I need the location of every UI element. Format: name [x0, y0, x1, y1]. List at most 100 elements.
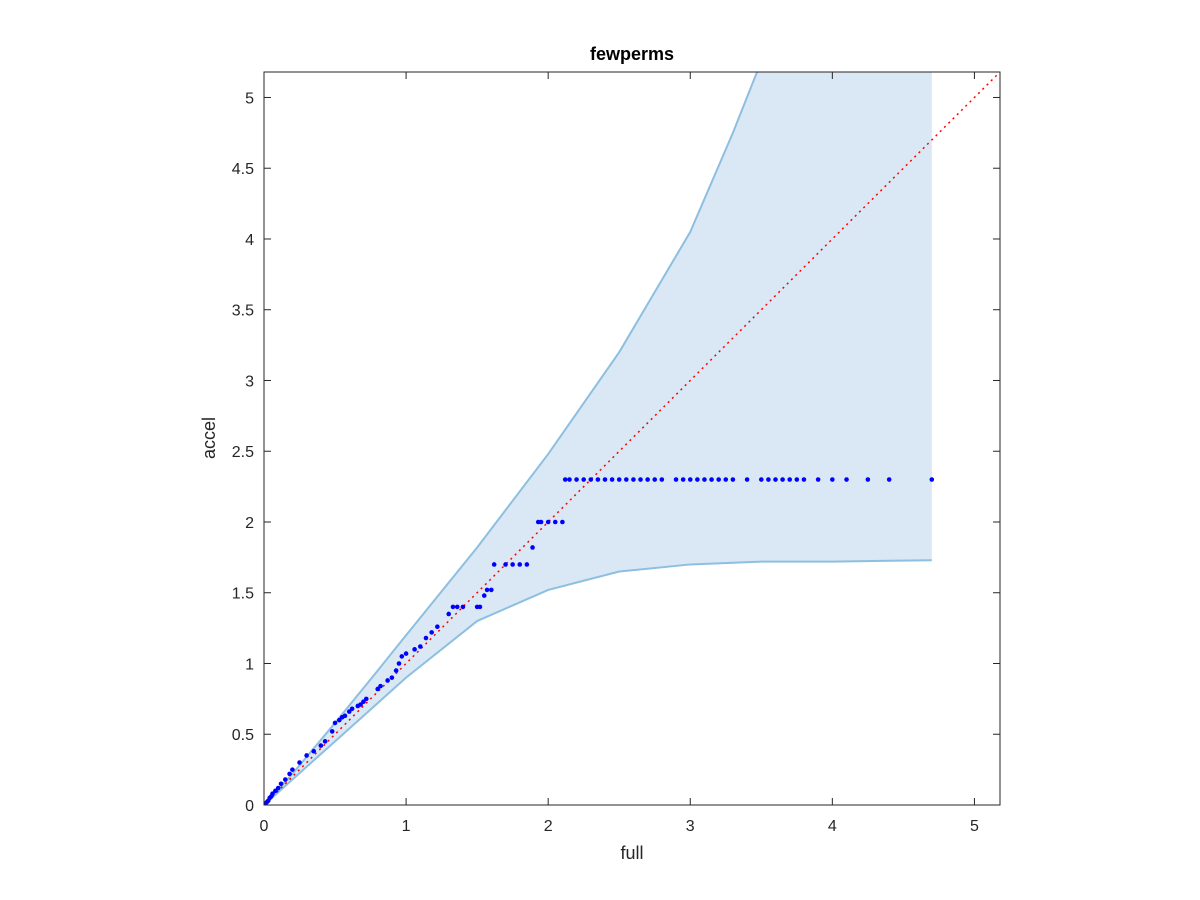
- data-point: [403, 651, 409, 656]
- x-tick-label: 2: [544, 818, 553, 835]
- data-point: [758, 477, 764, 482]
- data-point: [830, 477, 835, 482]
- data-point: [530, 545, 535, 550]
- data-point: [450, 604, 456, 610]
- data-point: [446, 611, 452, 617]
- data-point: [744, 477, 750, 482]
- data-point: [609, 477, 615, 482]
- data-point: [489, 587, 494, 593]
- y-tick-label: 1: [245, 656, 254, 673]
- y-tick-label: 4.5: [232, 161, 254, 178]
- data-point: [687, 477, 693, 482]
- y-axis-label: accel: [199, 417, 219, 459]
- data-point: [929, 477, 935, 482]
- data-point: [423, 635, 429, 641]
- data-point: [773, 477, 778, 482]
- chart-title: fewperms: [590, 44, 674, 64]
- data-point: [275, 785, 281, 791]
- x-tick-label: 5: [970, 818, 979, 835]
- x-tick-label: 0: [260, 818, 269, 835]
- data-point: [297, 760, 302, 765]
- plot-area: 0 1 2 3 4 5 0 0.5 1 1.5 2 2.5 3 3.5 4 4.5 5: [232, 71, 1001, 835]
- data-point: [481, 593, 487, 598]
- data-point: [290, 767, 295, 772]
- data-point: [815, 477, 821, 482]
- data-point: [273, 788, 278, 794]
- data-point: [595, 477, 601, 482]
- data-point: [624, 477, 629, 482]
- y-tick-label: 3.5: [232, 303, 254, 320]
- data-point: [393, 668, 399, 673]
- data-point: [517, 562, 523, 567]
- data-point: [361, 699, 366, 705]
- data-point: [631, 477, 636, 482]
- data-point: [702, 477, 707, 482]
- data-point: [278, 781, 284, 787]
- data-point: [337, 717, 342, 723]
- y-tick-label: 1.5: [232, 586, 254, 603]
- data-point: [385, 678, 390, 683]
- data-point: [322, 739, 328, 744]
- data-point: [552, 519, 558, 525]
- data-point: [399, 654, 405, 659]
- data-point: [716, 477, 721, 482]
- data-point: [435, 624, 440, 630]
- data-point: [865, 477, 871, 482]
- data-point: [695, 477, 700, 482]
- y-tick-label: 2.5: [232, 444, 254, 461]
- data-point: [346, 709, 352, 714]
- y-tick-label: 0: [245, 798, 254, 815]
- y-tick-label: 0.5: [232, 727, 254, 744]
- data-point: [560, 519, 565, 525]
- data-point: [673, 477, 679, 482]
- data-point: [329, 729, 335, 734]
- data-point: [616, 477, 622, 482]
- data-point: [581, 477, 586, 482]
- data-point: [349, 706, 355, 712]
- x-tick-label: 3: [686, 818, 695, 835]
- data-point: [545, 519, 551, 525]
- reference-line: [264, 72, 1000, 805]
- data-point: [454, 604, 460, 610]
- data-point: [766, 477, 771, 482]
- band-lower-edge: [264, 559, 932, 805]
- data-point: [645, 477, 650, 482]
- data-point: [287, 771, 292, 777]
- data-point: [723, 477, 729, 482]
- data-point: [270, 791, 275, 796]
- data-point: [680, 477, 686, 482]
- data-point: [358, 702, 363, 707]
- data-point: [318, 743, 324, 748]
- data-point: [588, 477, 594, 482]
- x-axis-label: full: [620, 843, 643, 863]
- data-point: [417, 644, 423, 649]
- data-point: [389, 675, 395, 680]
- data-point: [477, 604, 483, 610]
- data-point: [787, 477, 793, 482]
- data-point: [503, 562, 508, 567]
- data-point: [567, 477, 572, 482]
- x-tick-label: 1: [402, 818, 411, 835]
- y-tick-label: 4: [245, 232, 254, 249]
- data-point: [378, 683, 383, 689]
- data-point: [429, 630, 434, 635]
- data-point: [332, 720, 338, 726]
- axes-box: [263, 71, 1001, 806]
- data-point: [709, 477, 714, 482]
- data-point: [780, 477, 785, 482]
- data-point: [364, 696, 369, 702]
- data-point: [638, 477, 643, 482]
- data-point: [730, 477, 736, 482]
- data-point: [491, 562, 497, 567]
- data-point: [460, 604, 466, 610]
- data-point: [844, 477, 849, 482]
- data-point: [510, 562, 515, 567]
- data-point: [375, 686, 380, 692]
- y-tick-label: 2: [245, 515, 254, 532]
- band-upper-edge: [264, 72, 758, 805]
- data-point: [538, 519, 544, 525]
- data-point: [801, 477, 807, 482]
- data-point: [562, 477, 568, 482]
- data-point: [396, 661, 402, 666]
